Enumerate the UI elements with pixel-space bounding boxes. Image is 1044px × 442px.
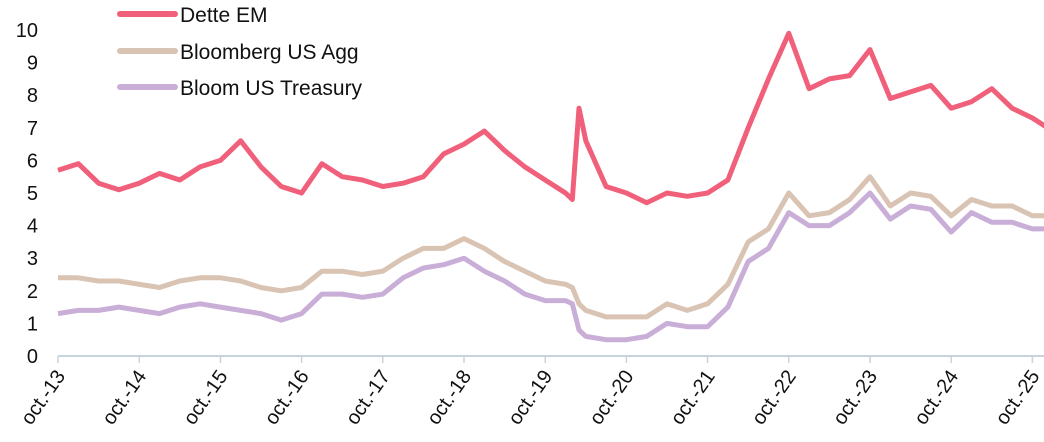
y-tick-label: 1	[27, 313, 38, 335]
x-tick-label: oct.-13	[17, 366, 70, 429]
x-tick-label: oct.-20	[585, 366, 638, 429]
legend-label: Dette EM	[180, 4, 268, 27]
series-lines	[57, 30, 1044, 343]
series-line-bloomberg-us-agg	[58, 174, 1044, 320]
y-tick-label: 10	[16, 20, 38, 42]
x-tick-label: oct.-21	[667, 366, 720, 429]
y-tick-label: 7	[27, 118, 38, 140]
y-tick-label: 3	[27, 248, 38, 270]
series-line-dette-em	[57, 30, 1044, 206]
y-tick-label: 9	[27, 53, 38, 75]
x-tick-label: oct.-18	[423, 366, 476, 429]
x-tick-label: oct.-22	[748, 366, 801, 429]
x-tick-label: oct.-17	[342, 366, 395, 429]
legend-label: Bloom US Treasury	[180, 77, 363, 100]
legend-item-bloomberg-us-agg: Bloomberg US Agg	[117, 41, 359, 64]
x-tick-label: oct.-14	[98, 366, 151, 429]
legend-item-bloom-us-treasury: Bloom US Treasury	[117, 77, 363, 100]
y-tick-label: 4	[27, 216, 38, 238]
legend-label: Bloomberg US Agg	[180, 41, 359, 64]
y-axis: 0 1 2 3 4 5 6 7 8 9 10	[16, 20, 38, 368]
x-axis: oct.-13 oct.-14 oct.-15 oct.-16 oct.-17 oct.-…	[17, 355, 1044, 429]
legend-item-dette-em: Dette EM	[117, 4, 268, 27]
legend: Dette EM Bloomberg US Agg Bloom US Treas…	[117, 4, 363, 100]
y-tick-label: 6	[27, 150, 38, 172]
y-tick-label: 5	[27, 183, 38, 205]
x-tick-label: oct.-19	[504, 366, 557, 429]
series-line-bloom-us-treasury	[57, 190, 1044, 343]
x-tick-label: oct.-15	[179, 366, 232, 429]
x-tick-label: oct.-25	[991, 366, 1044, 429]
y-tick-label: 0	[27, 346, 38, 368]
y-tick-label: 2	[27, 281, 38, 303]
x-tick-label: oct.-16	[261, 366, 314, 429]
x-tick-label: oct.-23	[829, 366, 882, 429]
x-tick-label: oct.-24	[910, 366, 963, 429]
y-tick-label: 8	[27, 85, 38, 107]
